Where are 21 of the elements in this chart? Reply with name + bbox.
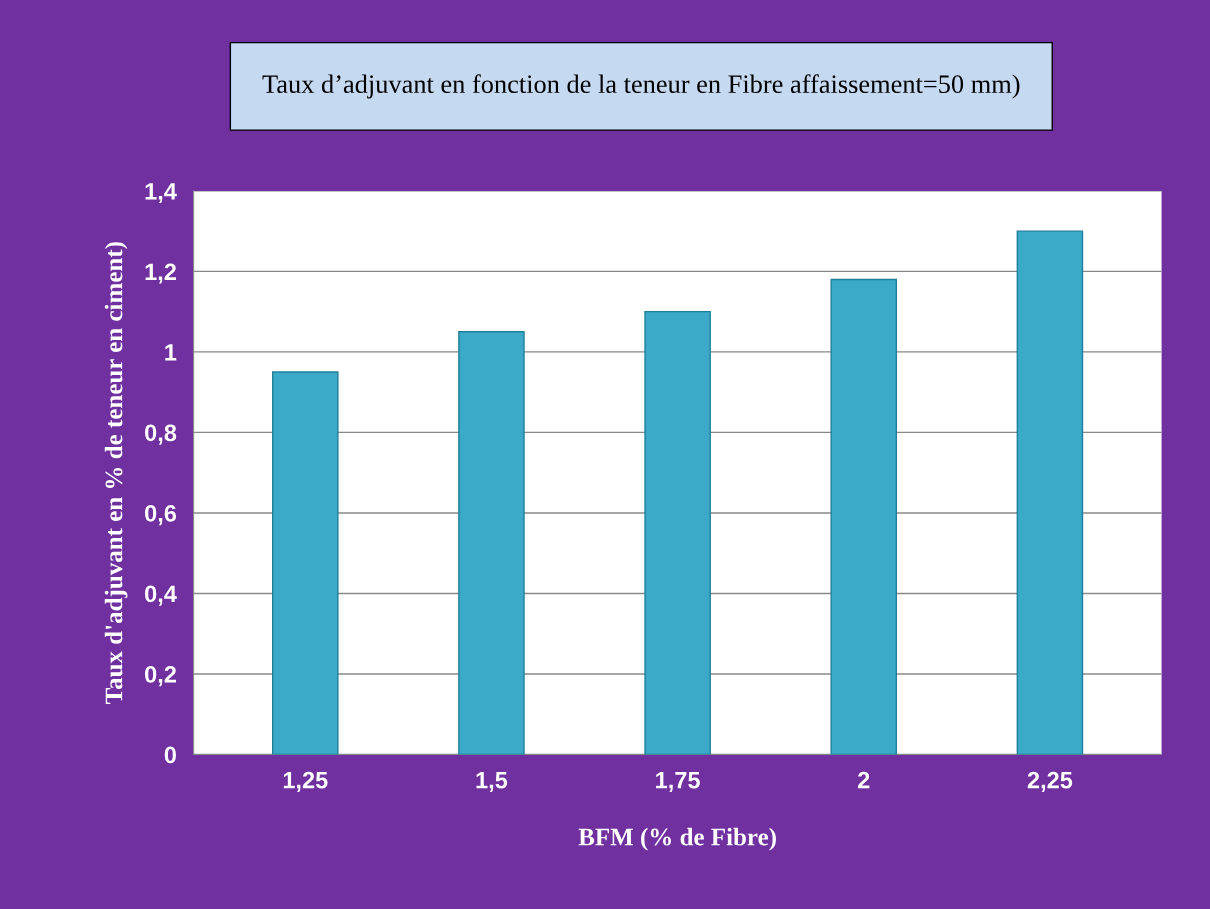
bar <box>272 371 339 755</box>
x-tick-label: 1,75 <box>656 772 700 792</box>
bar <box>830 278 898 755</box>
y-axis-title: Taux d'adjuvant en % de teneur en ciment) <box>104 242 128 704</box>
x-axis-title: BFM (% de Fibre) <box>578 827 776 851</box>
y-tick-label: 0,8 <box>145 424 177 445</box>
chart-title: Taux d’adjuvant en fonction de la teneur en Fibre affaissement=50 mm) <box>262 74 1020 99</box>
y-tick-label: 1,2 <box>145 263 176 284</box>
y-tick-label: 0,2 <box>145 666 176 687</box>
y-tick-label: 1,4 <box>145 183 177 204</box>
bar <box>458 331 525 755</box>
y-tick-label: 0 <box>164 746 176 764</box>
y-tick-label: 0,4 <box>145 585 177 606</box>
x-tick-label: 2,25 <box>1027 771 1073 792</box>
x-tick-label: 1,5 <box>476 772 508 792</box>
bar <box>1016 230 1084 755</box>
x-tick-label: 2 <box>858 771 870 789</box>
bar <box>644 310 711 755</box>
y-tick-label: 1 <box>165 344 177 361</box>
x-tick-label: 1,25 <box>283 771 328 792</box>
y-tick-label: 0,6 <box>145 505 177 526</box>
